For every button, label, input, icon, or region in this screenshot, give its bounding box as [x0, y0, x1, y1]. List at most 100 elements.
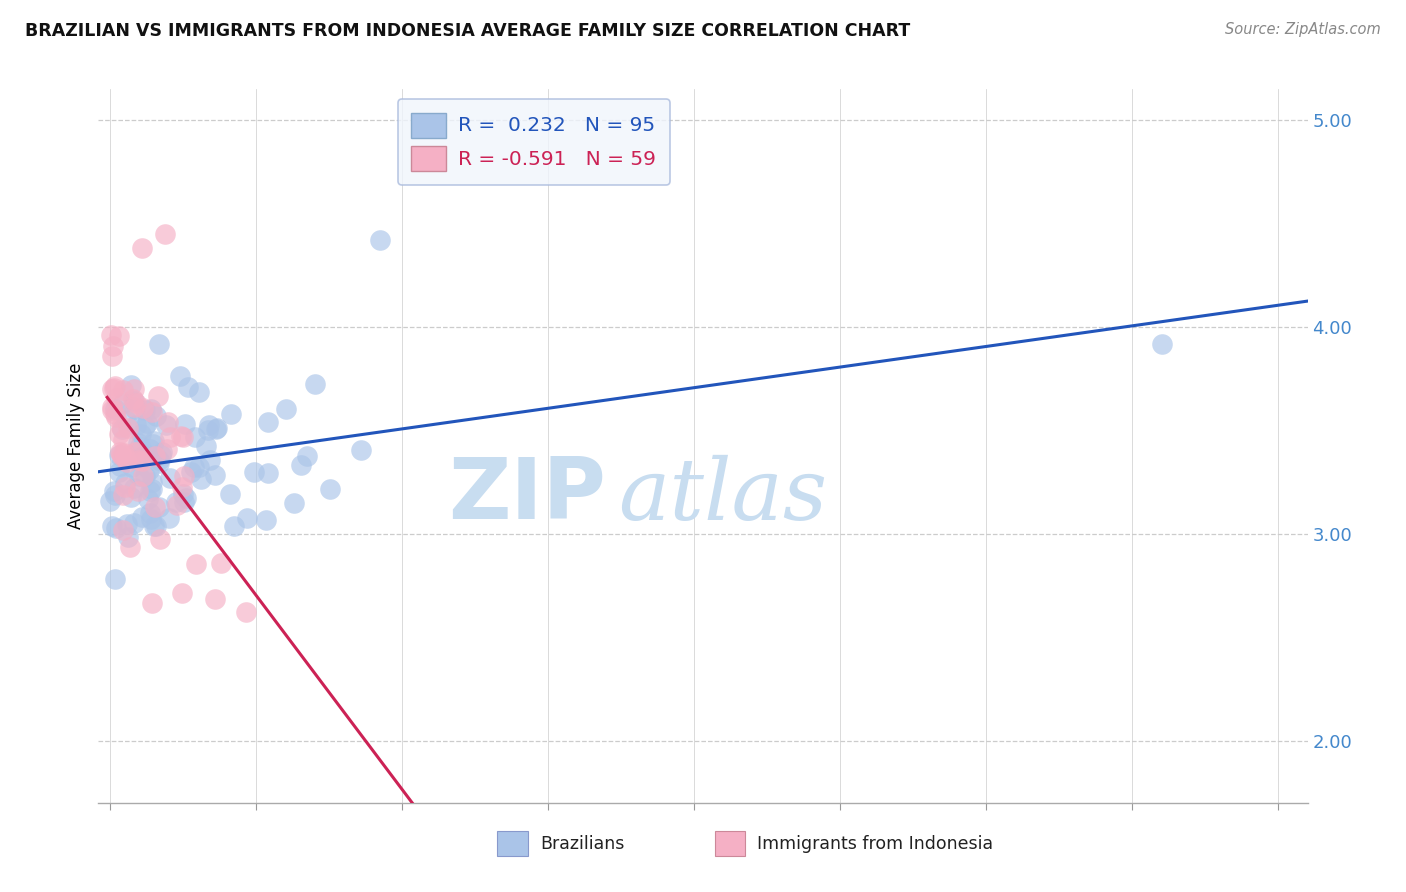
Point [198, 417, 221, 432]
Point [148, 453, 170, 467]
Point [124, 401, 146, 415]
Point [101, 382, 124, 396]
Point [129, 439, 152, 453]
Point [117, 517, 139, 532]
Point [319, 482, 342, 496]
Point [172, 430, 194, 444]
Text: atlas: atlas [619, 455, 828, 537]
Point [139, 512, 162, 526]
Point [172, 586, 194, 600]
Point [134, 403, 156, 417]
Point [148, 337, 170, 351]
Text: Brazilians: Brazilians [540, 835, 624, 853]
Text: BRAZILIAN VS IMMIGRANTS FROM INDONESIA AVERAGE FAMILY SIZE CORRELATION CHART: BRAZILIAN VS IMMIGRANTS FROM INDONESIA A… [25, 22, 911, 40]
Point [127, 436, 149, 450]
Point [120, 490, 142, 504]
Point [304, 377, 326, 392]
Point [108, 465, 131, 479]
Point [131, 242, 153, 256]
Point [148, 389, 170, 403]
FancyBboxPatch shape [498, 831, 527, 856]
Point [122, 516, 145, 530]
Point [104, 407, 127, 421]
Point [132, 401, 155, 415]
Point [142, 437, 165, 451]
Point [145, 519, 167, 533]
Point [148, 500, 170, 514]
Point [105, 521, 128, 535]
Point [368, 233, 391, 247]
Point [183, 430, 205, 444]
Point [125, 445, 148, 459]
Point [148, 456, 170, 470]
Point [134, 419, 156, 434]
Point [195, 439, 218, 453]
Text: Source: ZipAtlas.com: Source: ZipAtlas.com [1225, 22, 1381, 37]
Point [138, 484, 160, 499]
Point [170, 480, 193, 494]
Point [108, 328, 131, 343]
Point [108, 448, 131, 462]
Point [177, 379, 200, 393]
Point [129, 427, 152, 442]
Point [209, 556, 232, 570]
Point [198, 453, 221, 467]
Point [118, 540, 141, 554]
Point [187, 460, 209, 475]
Point [143, 449, 166, 463]
Point [111, 422, 134, 436]
Point [112, 446, 135, 460]
Point [159, 470, 181, 484]
Point [122, 392, 145, 407]
Point [111, 488, 134, 502]
Point [141, 483, 163, 497]
Point [117, 420, 139, 434]
Point [101, 402, 124, 417]
Point [188, 384, 211, 399]
Point [103, 339, 125, 353]
Point [205, 421, 228, 435]
Point [103, 381, 125, 395]
Point [127, 484, 149, 499]
Point [142, 434, 165, 448]
Point [128, 469, 150, 483]
Point [166, 498, 188, 512]
Point [104, 488, 127, 502]
Point [108, 458, 131, 473]
Point [197, 423, 219, 437]
Point [235, 605, 257, 619]
Point [100, 518, 122, 533]
Point [143, 518, 166, 533]
Legend: R =  0.232   N = 95, R = -0.591   N = 59: R = 0.232 N = 95, R = -0.591 N = 59 [398, 99, 669, 185]
Point [110, 419, 132, 434]
Point [112, 434, 135, 448]
Point [108, 445, 131, 459]
Point [141, 596, 163, 610]
Point [129, 450, 152, 465]
Point [169, 368, 191, 383]
Point [173, 469, 195, 483]
Point [131, 509, 153, 524]
Point [153, 227, 176, 241]
Point [114, 450, 136, 464]
Point [104, 402, 127, 417]
Point [172, 487, 194, 501]
Point [98, 493, 121, 508]
Point [125, 418, 148, 433]
Point [141, 475, 163, 490]
Point [274, 402, 297, 417]
Point [174, 491, 197, 505]
Point [290, 458, 312, 472]
Point [103, 572, 125, 586]
Point [219, 407, 242, 421]
Point [204, 592, 226, 607]
Point [104, 410, 127, 425]
Point [125, 395, 148, 409]
Point [124, 482, 146, 496]
Point [183, 460, 205, 475]
Point [117, 530, 139, 544]
Point [121, 459, 143, 474]
Point [124, 444, 146, 458]
Point [157, 511, 180, 525]
Point [138, 442, 160, 457]
